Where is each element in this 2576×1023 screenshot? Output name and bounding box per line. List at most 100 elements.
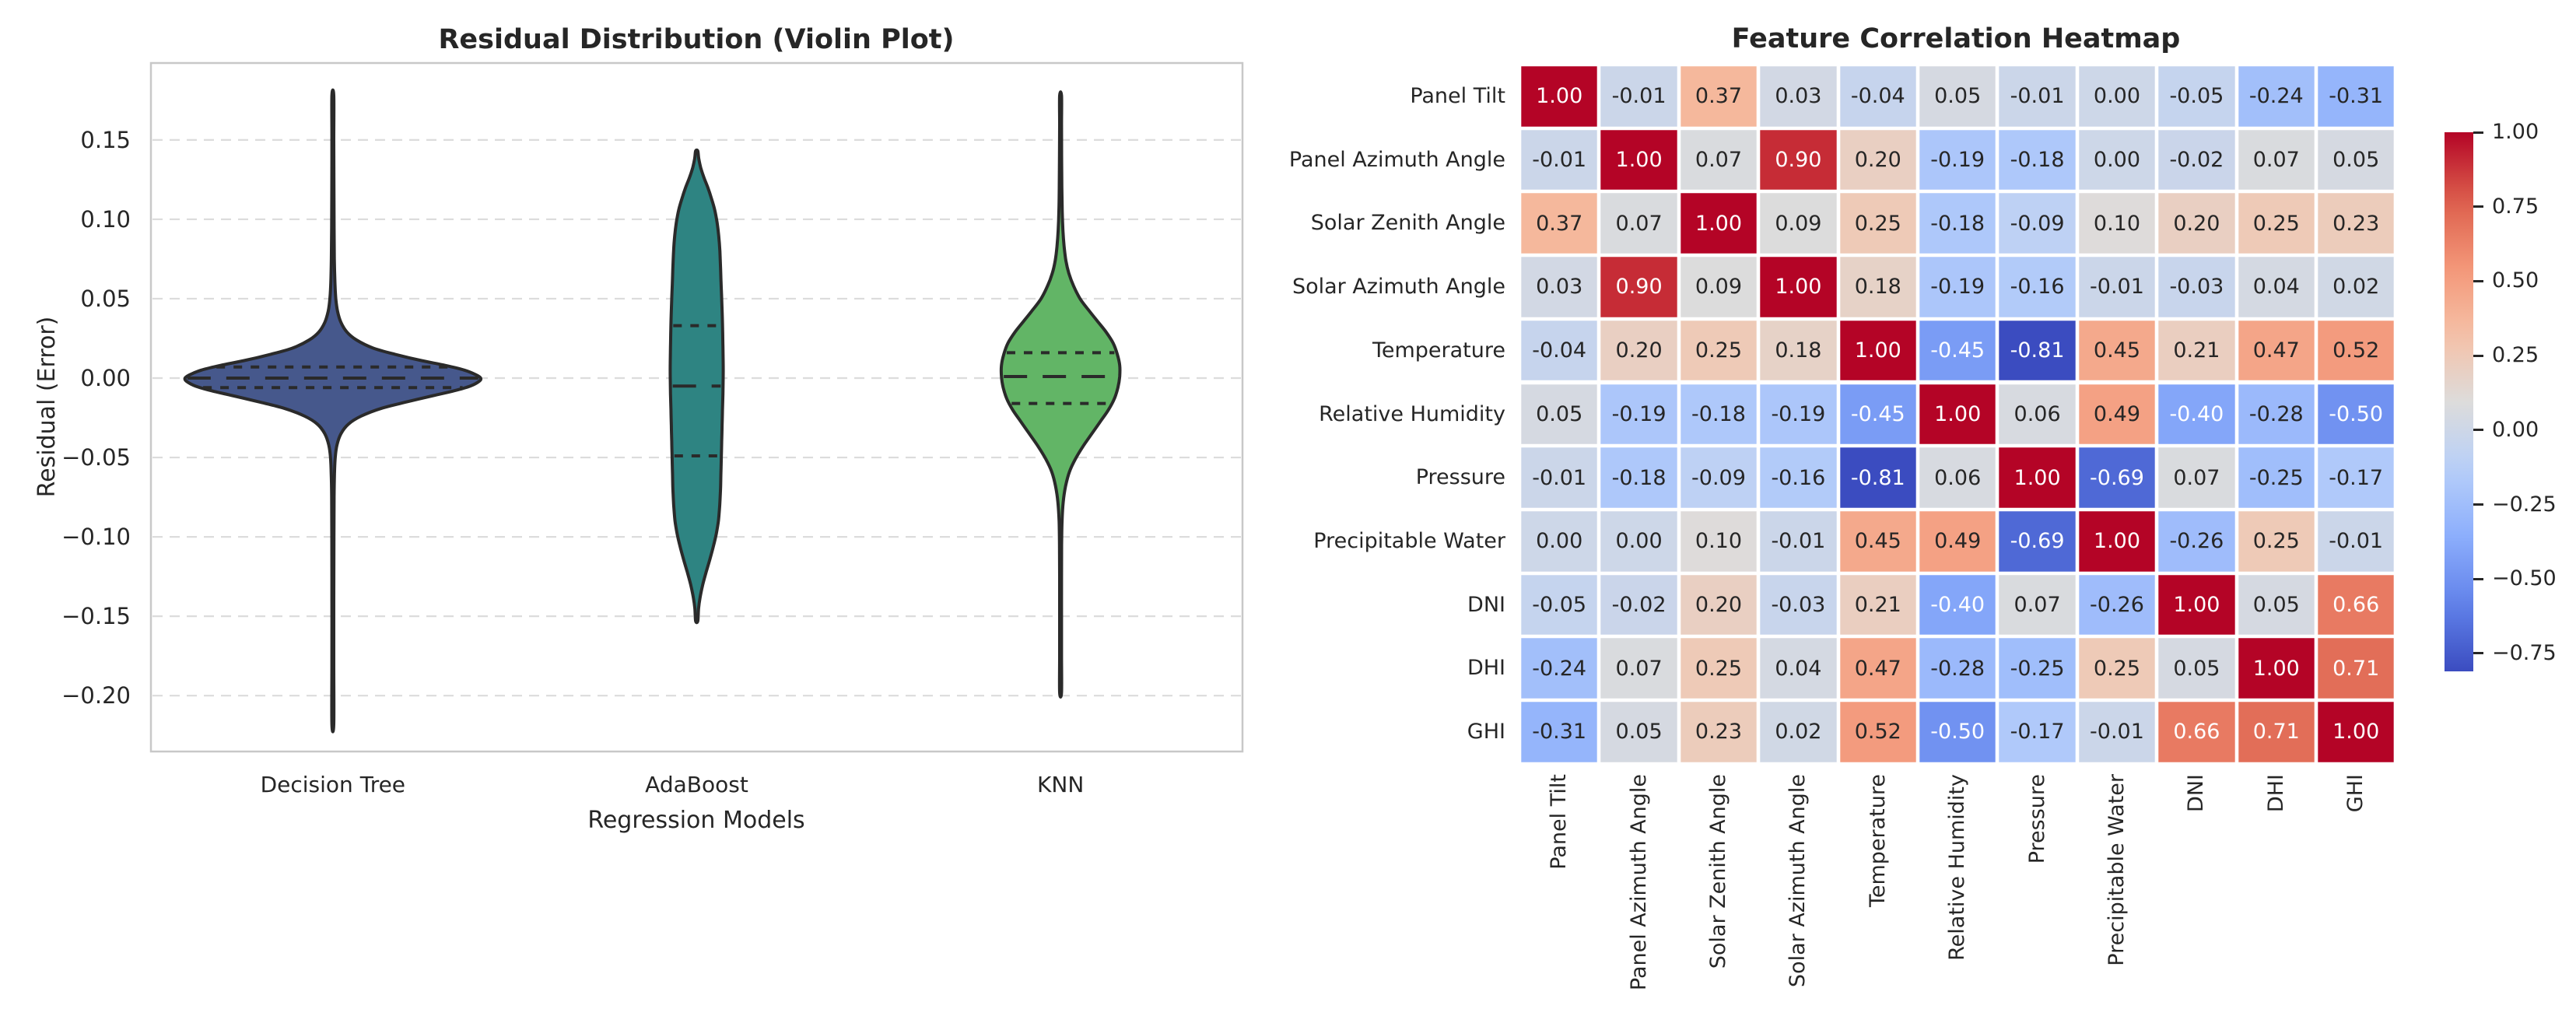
heatmap-cell: 0.47	[1838, 636, 1918, 700]
heatmap-cell: 0.03	[1519, 255, 1600, 319]
heatmap-column-label: Temperature	[1865, 774, 1890, 908]
heatmap-cell: -0.45	[1918, 318, 1998, 383]
heatmap-row-label: Pressure	[1415, 465, 1505, 490]
violin-plot: 0.15 0.10 0.05 0.00 −0.05 −0.10 −0.15 −0.20 Deci…	[33, 24, 1244, 834]
heatmap-cell: 0.07	[1599, 636, 1679, 700]
colorbar	[2445, 132, 2473, 671]
violin-body	[668, 148, 725, 625]
y-tick-label: −0.20	[61, 682, 131, 709]
heatmap-cell: 0.25	[1678, 318, 1759, 383]
heatmap-cell: 0.00	[1599, 509, 1679, 573]
heatmap-cell: 1.00	[1678, 191, 1759, 256]
violin-body	[183, 88, 483, 734]
heatmap-cell: -0.81	[1997, 318, 2077, 383]
violin-tick-labels: 0.15 0.10 0.05 0.00 −0.05 −0.10 −0.15 −0.20 Deci…	[61, 127, 1084, 797]
heatmap-cell: 0.07	[1678, 128, 1759, 192]
heatmap-cell: 0.06	[1918, 446, 1998, 510]
heatmap-cell: -0.17	[2316, 446, 2396, 510]
heatmap-column-label: Precipitable Water	[2105, 774, 2129, 966]
heatmap-cell: 0.25	[2236, 509, 2316, 573]
x-category-label: AdaBoost	[645, 772, 748, 797]
heatmap-row-label: Temperature	[1372, 338, 1505, 363]
heatmap-cell: -0.16	[1997, 255, 2077, 319]
heatmap-cell: 0.02	[1758, 700, 1838, 764]
heatmap-cell: 0.07	[1997, 573, 2077, 637]
heatmap-row-label: DNI	[1467, 592, 1505, 617]
colorbar-tick-mark	[2473, 279, 2483, 282]
heatmap-row-label: Solar Azimuth Angle	[1292, 275, 1505, 300]
colorbar-tick-label: 1.00	[2492, 120, 2539, 144]
heatmap-cell: -0.01	[1519, 128, 1600, 192]
colorbar-tick-mark	[2473, 354, 2483, 357]
heatmap-cell: -0.26	[2157, 509, 2237, 573]
heatmap-cell: -0.05	[2157, 65, 2237, 128]
heatmap-cell: 0.45	[1838, 509, 1918, 573]
heatmap-cell: 0.18	[1758, 318, 1838, 383]
heatmap-cell: 0.00	[1519, 509, 1600, 573]
heatmap-cell: 0.05	[2157, 636, 2237, 700]
heatmap-cell: 0.37	[1519, 191, 1600, 256]
heatmap-cell: 0.37	[1678, 65, 1759, 128]
heatmap-cell: -0.19	[1758, 382, 1838, 447]
heatmap-cell: 0.09	[1758, 191, 1838, 256]
heatmap-column-label: Solar Azimuth Angle	[1786, 774, 1810, 988]
heatmap-cell: 0.20	[1599, 318, 1679, 383]
heatmap-cell: 0.25	[1838, 191, 1918, 256]
heatmap-row-label: Panel Tilt	[1410, 84, 1505, 108]
heatmap-cell: 0.23	[1678, 700, 1759, 764]
heatmap-cell: -0.09	[1678, 446, 1759, 510]
heatmap-cell: 0.23	[2316, 191, 2396, 256]
heatmap-cell: 0.25	[2077, 636, 2157, 700]
violin-body	[999, 90, 1122, 699]
heatmap-cell: -0.18	[1918, 191, 1998, 256]
heatmap-cell: -0.81	[1838, 446, 1918, 510]
heatmap-cell: -0.40	[1918, 573, 1998, 637]
heatmap-cell: 0.49	[2077, 382, 2157, 447]
y-tick-label: 0.05	[80, 286, 131, 312]
heatmap-cell: 0.18	[1838, 255, 1918, 319]
heatmap-cell: 0.66	[2157, 700, 2237, 764]
heatmap-cell: -0.09	[1997, 191, 2077, 256]
heatmap-cell: 0.71	[2236, 700, 2316, 764]
heatmap-cell: -0.01	[1599, 65, 1679, 128]
heatmap-cell: 0.25	[1678, 636, 1759, 700]
heatmap-column-label: DHI	[2263, 774, 2288, 813]
heatmap-cell: -0.19	[1918, 255, 1998, 319]
heatmap-cell: 0.21	[1838, 573, 1918, 637]
heatmap-cell: 1.00	[2157, 573, 2237, 637]
y-tick-label: 0.10	[80, 206, 131, 233]
colorbar-tick-label: 0.00	[2492, 417, 2539, 442]
colorbar-tick-mark	[2473, 205, 2483, 208]
heatmap-cell: -0.19	[1599, 382, 1679, 447]
violin-bodies	[183, 88, 1122, 734]
heatmap-cell: -0.04	[1519, 318, 1600, 383]
heatmap-cell: 1.00	[1519, 65, 1600, 128]
heatmap-cell: -0.28	[1918, 636, 1998, 700]
heatmap-cell: 0.05	[1519, 382, 1600, 447]
heatmap-cell: 0.47	[2236, 318, 2316, 383]
colorbar-tick-label: 0.25	[2492, 343, 2539, 368]
heatmap-cell: -0.01	[2077, 700, 2157, 764]
heatmap-cell: 0.07	[2157, 446, 2237, 510]
heatmap-column-label: Solar Zenith Angle	[1706, 774, 1730, 969]
heatmap-cell: 0.07	[1599, 191, 1679, 256]
heatmap-cell: -0.03	[2157, 255, 2237, 319]
heatmap-cell: 0.25	[2236, 191, 2316, 256]
colorbar-tick-mark	[2473, 429, 2483, 432]
heatmap-cell: 1.00	[1599, 128, 1679, 192]
heatmap-cell: 0.71	[2316, 636, 2396, 700]
heatmap-cell: -0.02	[2157, 128, 2237, 192]
colorbar-tick-mark	[2473, 652, 2483, 655]
heatmap-cell: 0.10	[2077, 191, 2157, 256]
heatmap-cell: -0.31	[2316, 65, 2396, 128]
heatmap-cell: 0.90	[1758, 128, 1838, 192]
y-tick-label: −0.10	[61, 524, 131, 550]
heatmap-cell: 1.00	[1838, 318, 1918, 383]
heatmap-cell: 0.90	[1599, 255, 1679, 319]
heatmap-cell: 0.00	[2077, 128, 2157, 192]
heatmap-row-label: Relative Humidity	[1319, 401, 1505, 426]
heatmap-cell: 0.00	[2077, 65, 2157, 128]
violin-xlabel: Regression Models	[587, 807, 804, 834]
heatmap-cell: -0.69	[1997, 509, 2077, 573]
